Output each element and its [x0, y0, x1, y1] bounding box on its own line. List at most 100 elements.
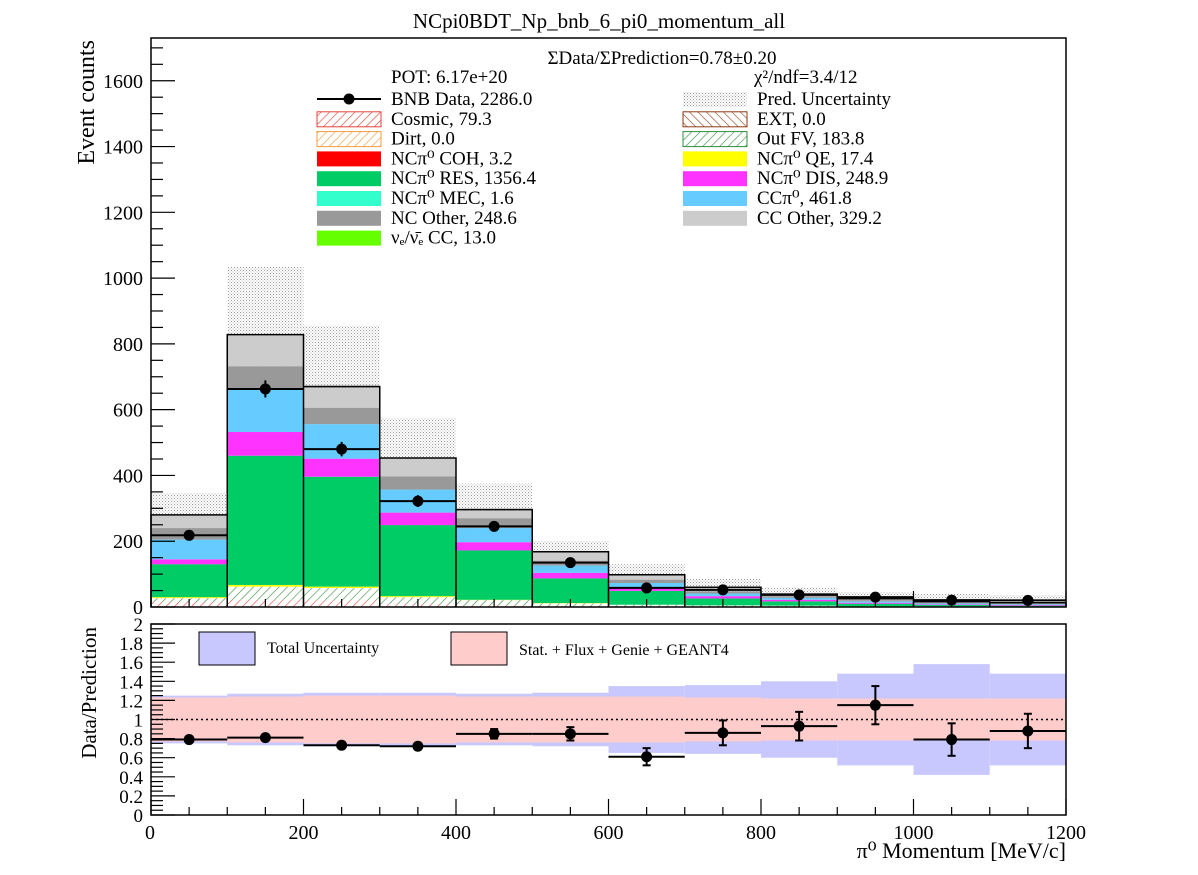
y-tick-label: 1200 — [103, 202, 143, 224]
legend-label-dirt: Dirt, 0.0 — [391, 129, 455, 150]
legend-label-ncmec: NCπ⁰ MEC, 1.6 — [391, 188, 514, 209]
stack-bar-4-1 — [227, 432, 304, 456]
ratio-y-tick-label: 1.6 — [119, 653, 143, 674]
legend-label-nue: νₑ/ν̄ₑ CC, 13.0 — [391, 228, 496, 249]
chi2-label: χ²/ndf=3.4/12 — [753, 67, 857, 88]
stack-bar-5-4 — [456, 528, 533, 543]
ratio-y-tick-label: 1.4 — [119, 672, 143, 693]
stack-bar-2-2 — [303, 586, 380, 588]
data-point-3 — [412, 495, 424, 507]
stack-bar-4-0 — [151, 559, 228, 565]
ratio-point-11 — [1022, 725, 1034, 737]
ratio-point-5 — [564, 728, 576, 740]
x-tick-label: 1000 — [894, 822, 934, 844]
legend-swatch-ccpi0 — [683, 191, 747, 206]
x-tick-label: 600 — [594, 822, 624, 844]
data-point-7 — [717, 584, 729, 596]
x-tick-label: 1200 — [1046, 822, 1086, 844]
legend-swatch-cosmic — [316, 111, 382, 128]
legend-swatch-outfv — [682, 131, 748, 148]
legend-label-ncdis: NCπ⁰ DIS, 248.9 — [757, 168, 888, 189]
stack-bar-4-7 — [684, 596, 761, 599]
legend-swatch-ext — [682, 111, 748, 128]
legend-label-ccother: CC Other, 329.2 — [757, 208, 882, 229]
ratio-y-tick-label: 1 — [134, 711, 144, 732]
y-tick-label: 400 — [113, 465, 143, 487]
ratio-point-4 — [488, 728, 500, 740]
legend-label-uncert: Pred. Uncertainty — [757, 89, 892, 110]
y-tick-label: 600 — [113, 400, 143, 422]
data-point-1 — [259, 383, 271, 395]
stack-bar-2-3 — [379, 596, 456, 598]
y-axis-label: Event counts — [74, 40, 100, 165]
stack-bar-1-2 — [303, 587, 380, 601]
legend-label-total-uncertainty: Total Uncertainty — [267, 640, 379, 657]
stack-bar-4-3 — [379, 512, 456, 526]
pot-label: POT: 6.17e+20 — [391, 67, 507, 88]
stack-bar-2-1 — [227, 584, 304, 587]
legend-swatch-nue — [317, 230, 381, 246]
stack-bar-3-4 — [456, 550, 533, 600]
stack-bar-3-5 — [532, 578, 609, 604]
data-point-6 — [641, 582, 653, 594]
y-tick-label: 0 — [133, 597, 143, 619]
data-point-4 — [488, 520, 500, 532]
ratio-point-8 — [793, 720, 805, 732]
stack-bar-1-1 — [227, 586, 304, 600]
ratio-y-tick-label: 2 — [134, 615, 144, 636]
legend-swatch-ccother — [683, 210, 747, 226]
legend-label-ext: EXT, 0.0 — [757, 109, 826, 130]
legend-label-outfv: Out FV, 183.8 — [757, 129, 864, 150]
stack-bar-4-4 — [456, 542, 533, 551]
legend-swatch-ncother — [317, 210, 381, 226]
ratio-y-tick-label: 0.8 — [119, 730, 143, 751]
x-axis-label: π⁰ Momentum [MeV/c] — [857, 838, 1066, 863]
ratio-plot: 00.20.40.60.811.21.41.61.82 0 200 400 600 800… — [77, 615, 1086, 863]
stack-bar-3-1 — [227, 455, 304, 585]
stack-bar-7-1 — [227, 334, 304, 367]
ratio-point-2 — [336, 739, 348, 751]
stack-bar-7-5 — [532, 551, 609, 561]
legend-label-nccoh: NCπ⁰ COH, 3.2 — [391, 148, 513, 169]
ratio-y-tick-label: 1.8 — [119, 634, 143, 655]
stack-bar-3-6 — [608, 590, 685, 605]
ratio-y-axis-label: Data/Prediction — [77, 627, 101, 759]
legend-swatch-total-uncertainty — [198, 631, 256, 666]
y-tick-label: 200 — [113, 531, 143, 553]
ratio-y-tick-label: 0 — [134, 806, 144, 827]
ratio-point-9 — [869, 699, 881, 711]
y-tick-label: 1600 — [103, 71, 143, 93]
main-plot: NCpi0BDT_Np_bnb_6_pi0_momentum_all 0 200 40… — [74, 9, 1067, 619]
legend-swatch-uncert — [683, 92, 747, 107]
data-point-2 — [336, 443, 348, 455]
data-point-5 — [564, 557, 576, 569]
stack-bar-4-5 — [532, 572, 609, 579]
y-tick-label: 800 — [113, 334, 143, 356]
stack-bar-5-5 — [532, 565, 609, 573]
legend-swatch-ncres — [317, 171, 381, 187]
legend-swatch-nccoh — [317, 151, 381, 167]
x-tick-label: 800 — [746, 822, 776, 844]
ratio-point-10 — [946, 734, 958, 746]
legend-swatch-syst-uncertainty — [450, 631, 508, 666]
stack-bar-6-6 — [608, 579, 685, 583]
legend-swatch-ncqe — [683, 151, 747, 167]
x-tick-label: 200 — [289, 822, 319, 844]
stack-bar-5-0 — [151, 539, 228, 560]
ratio-point-7 — [717, 727, 729, 739]
ratio-y-tick-label: 0.6 — [119, 749, 143, 770]
legend-swatch-dirt — [316, 131, 382, 148]
ratio-point-6 — [641, 751, 653, 763]
stack-bar-3-2 — [303, 476, 380, 587]
ratio-point-0 — [183, 734, 195, 746]
legend-label-data: BNB Data, 2286.0 — [391, 89, 532, 110]
stack-bar-6-2 — [303, 407, 380, 425]
data-point-0 — [183, 529, 195, 541]
legend-label-ncother: NC Other, 248.6 — [391, 208, 517, 229]
stack-bar-2-0 — [151, 597, 228, 599]
legend-swatch-ncdis — [683, 171, 747, 187]
y-tick-label: 1000 — [103, 268, 143, 290]
legend-label-ccpi0: CCπ⁰, 461.8 — [757, 188, 852, 209]
